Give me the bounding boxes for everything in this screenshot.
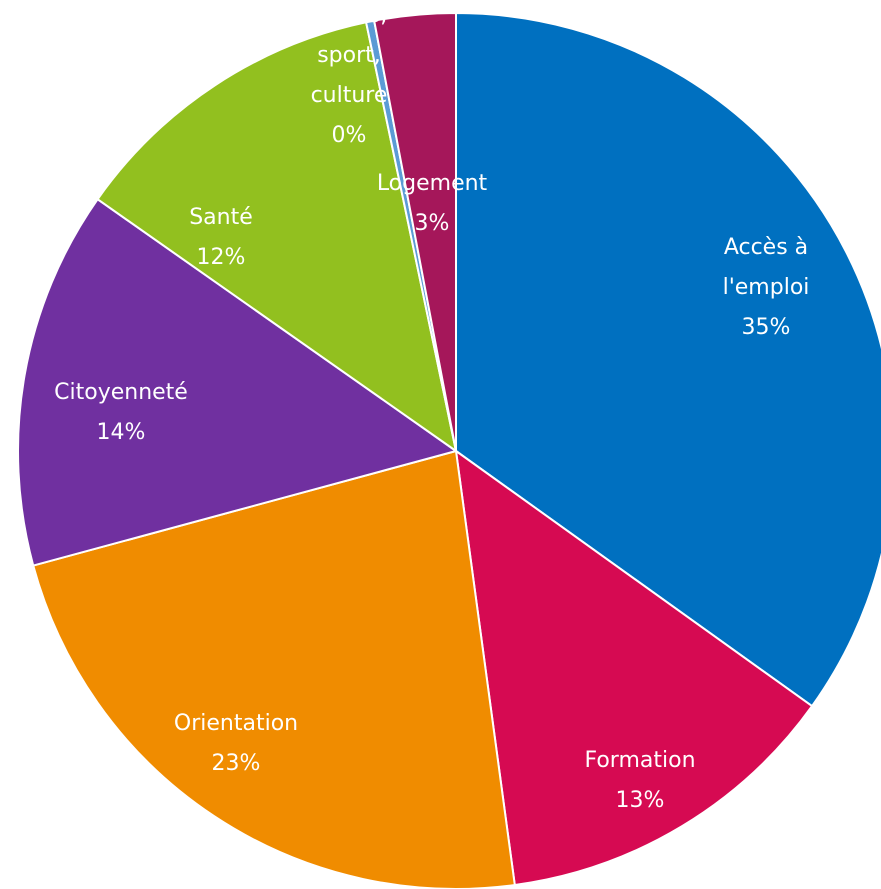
slice-label-3: Citoyenneté 14% (54, 380, 188, 445)
slice-category-line: culture (311, 83, 388, 108)
pie-slice-4 (96, 21, 458, 454)
slice-label-4: Santé 12% (189, 205, 253, 270)
slice-category-line: l'emploi (723, 275, 810, 300)
slice-label-6: Logement 3% (377, 171, 488, 236)
slice-label-0: Accès à l'emploi 35% (723, 235, 810, 340)
slice-category-line: Formation (584, 748, 695, 773)
slice-percent: 0% (332, 123, 367, 148)
slice-category-line: Logement (377, 171, 488, 196)
pie-slice-2 (32, 449, 516, 889)
slice-category-line: Orientation (174, 711, 298, 736)
slice-percent: 13% (616, 788, 665, 813)
pie-slice-0 (455, 11, 881, 708)
pie-labels: Accès à l'emploi 35% Formation 13% Orientatio… (54, 3, 809, 813)
slice-category-line: Accès à (724, 235, 808, 260)
slice-category-line: Santé (189, 205, 253, 230)
slice-percent: 14% (97, 420, 146, 445)
slice-percent: 12% (197, 245, 246, 270)
slice-category-line: Loisirs, (311, 3, 388, 28)
pie-slice-6 (373, 11, 457, 452)
slice-label-1: Formation 13% (584, 748, 695, 813)
slice-category-line: sport, (317, 43, 381, 68)
pie-slice-3 (16, 197, 459, 567)
pie-slices (16, 11, 881, 889)
slice-label-2: Orientation 23% (174, 711, 298, 776)
slice-percent: 3% (415, 211, 450, 236)
slice-percent: 23% (212, 751, 261, 776)
slice-label-5: Loisirs, sport, culture 0% (311, 3, 388, 148)
pie-slice-1 (454, 448, 814, 887)
slice-category-line: Citoyenneté (54, 380, 188, 405)
slice-percent: 35% (742, 315, 791, 340)
